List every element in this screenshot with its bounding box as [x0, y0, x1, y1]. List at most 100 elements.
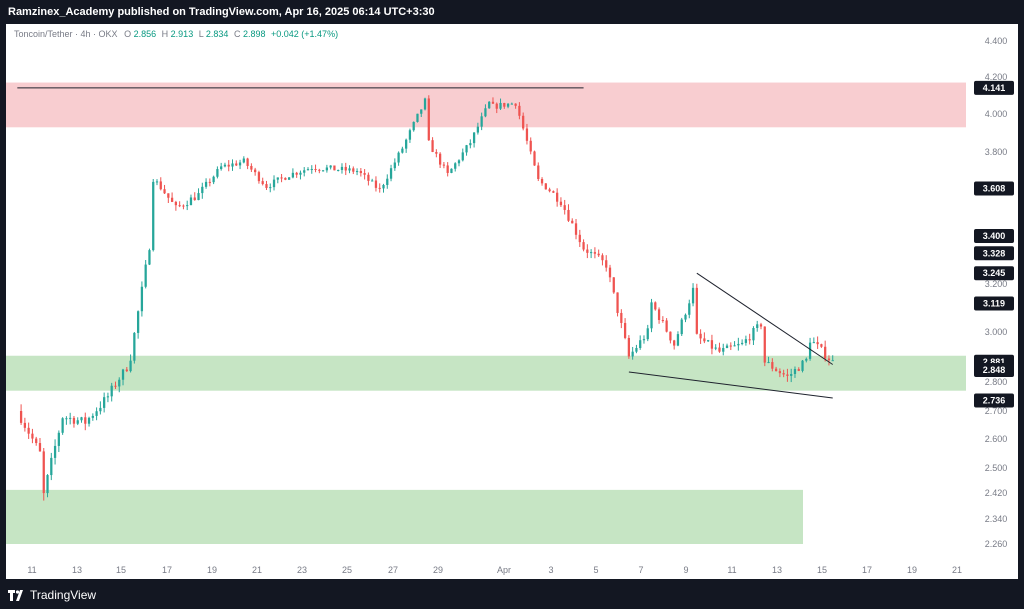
candle: [250, 163, 253, 172]
candle: [23, 417, 27, 432]
candle: [759, 322, 763, 330]
svg-text:3.400: 3.400: [983, 231, 1006, 241]
candle: [174, 200, 178, 211]
candle: [231, 159, 234, 171]
candle: [38, 438, 42, 452]
candle: [242, 156, 245, 164]
candle: [793, 366, 797, 378]
candle: [76, 417, 79, 426]
candle: [805, 357, 808, 363]
footer-brand: TradingView: [30, 588, 97, 602]
candle: [824, 340, 827, 362]
candle: [201, 182, 204, 199]
candle: [548, 187, 551, 193]
candle: [340, 163, 344, 174]
candle: [95, 407, 98, 421]
candle: [522, 112, 525, 131]
candle: [276, 177, 279, 184]
candle: [661, 316, 664, 323]
x-tick-label: 17: [862, 565, 872, 575]
candle: [722, 343, 725, 356]
candle: [435, 149, 438, 158]
candle: [616, 292, 619, 317]
candle: [163, 184, 166, 194]
candle: [53, 439, 57, 465]
candle: [19, 404, 23, 425]
candle: [559, 197, 563, 207]
candle: [816, 336, 819, 349]
candle: [608, 264, 612, 283]
candle: [650, 298, 653, 333]
candle: [567, 204, 570, 222]
candle: [87, 416, 91, 427]
candle: [442, 162, 446, 169]
candle: [42, 447, 45, 501]
candle: [782, 369, 785, 378]
candle: [114, 381, 117, 390]
candle: [495, 102, 498, 114]
candle: [820, 343, 823, 348]
candle: [220, 162, 223, 171]
candle: [269, 183, 272, 193]
candle: [416, 113, 419, 123]
candle: [27, 422, 30, 439]
candle: [684, 313, 687, 323]
candle: [382, 183, 385, 193]
candle: [707, 339, 710, 342]
candle: [778, 368, 782, 378]
candle: [642, 335, 646, 344]
x-tick-label: 5: [593, 565, 598, 575]
candle: [31, 428, 34, 444]
candle: [65, 416, 68, 425]
candle: [254, 167, 257, 176]
candle: [246, 157, 249, 170]
candle: [325, 164, 329, 173]
candle: [691, 283, 695, 307]
candle: [291, 168, 295, 179]
candle: [503, 102, 506, 109]
svg-text:2.881: 2.881: [983, 357, 1006, 367]
candle: [99, 401, 102, 415]
candle: [280, 174, 283, 183]
y-tick-label: 2.340: [985, 514, 1008, 524]
candle: [136, 310, 140, 339]
candle: [57, 430, 60, 453]
svg-text:3.328: 3.328: [983, 248, 1006, 258]
candle: [152, 178, 155, 252]
candle: [208, 178, 211, 187]
candle: [359, 168, 362, 177]
candle: [348, 165, 351, 174]
svg-text:2.848: 2.848: [983, 365, 1006, 375]
candlestick-chart[interactable]: 4.4004.2004.0003.8003.6003.4003.2003.000…: [6, 24, 1018, 579]
candle: [118, 377, 121, 393]
candle: [212, 175, 215, 185]
candle: [412, 121, 415, 132]
candle: [318, 168, 321, 174]
y-tick-label: 2.800: [985, 377, 1008, 387]
candle: [423, 97, 427, 111]
candle: [186, 200, 189, 211]
candle: [352, 166, 355, 175]
candle: [110, 382, 113, 402]
price-badge: 4.141: [974, 80, 1014, 95]
candle: [752, 326, 755, 345]
legend-open-value: 2.856: [134, 29, 157, 39]
candle: [529, 137, 532, 155]
candle: [537, 162, 540, 182]
chart-area[interactable]: 4.4004.2004.0003.8003.6003.4003.2003.000…: [6, 24, 1018, 579]
candle: [654, 301, 657, 311]
y-tick-label: 2.600: [985, 434, 1008, 444]
candle: [774, 366, 778, 372]
candle: [465, 144, 468, 156]
candle: [306, 167, 310, 171]
x-tick-label: 27: [388, 565, 398, 575]
candle: [121, 368, 125, 386]
candle: [310, 165, 313, 174]
candle: [374, 176, 378, 192]
candle: [148, 248, 151, 266]
candle: [771, 358, 774, 372]
candle: [665, 318, 668, 333]
x-tick-label: 15: [817, 565, 827, 575]
candle: [582, 239, 585, 252]
candle: [265, 180, 268, 190]
